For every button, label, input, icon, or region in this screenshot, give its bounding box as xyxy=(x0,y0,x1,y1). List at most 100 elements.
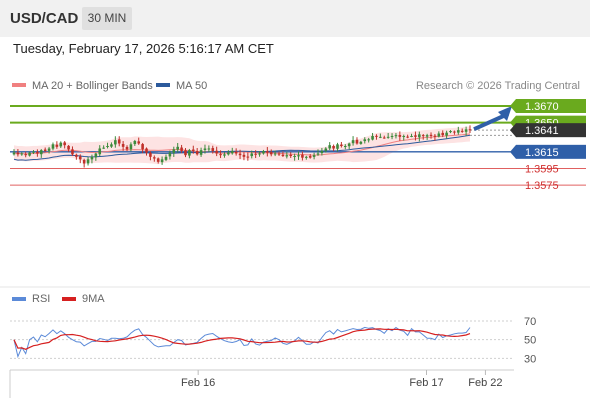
price-label-1.3595: 1.3595 xyxy=(525,163,559,175)
candle-body xyxy=(16,152,20,155)
candle-body xyxy=(457,130,460,133)
ma50-label: MA 50 xyxy=(176,80,208,92)
candle-body xyxy=(406,136,409,138)
candle-body xyxy=(32,151,35,153)
candle-body xyxy=(347,143,351,147)
candle-body xyxy=(262,150,265,154)
candle-body xyxy=(133,140,137,145)
candle-body xyxy=(242,154,246,157)
candle-body xyxy=(211,148,215,151)
candle-body xyxy=(359,141,363,144)
candle-body xyxy=(297,155,300,157)
candle-body xyxy=(379,136,382,138)
candle-body xyxy=(164,156,168,160)
candle-body xyxy=(289,154,293,156)
x-tick-label-0: Feb 16 xyxy=(181,377,215,389)
price-label-1.3641: 1.3641 xyxy=(525,125,559,137)
candle-body xyxy=(55,144,59,147)
candle-body xyxy=(238,153,242,156)
credit-text: Research © 2026 Trading Central xyxy=(415,80,580,92)
candle-body xyxy=(269,152,273,155)
x-tick-label-1: Feb 17 xyxy=(409,377,443,389)
candle-body xyxy=(75,154,78,157)
bollinger-area xyxy=(14,126,470,165)
candle-body xyxy=(425,135,429,137)
candle-body xyxy=(445,132,448,136)
rsi-legend-label: RSI xyxy=(32,293,50,305)
candle-body xyxy=(328,145,331,149)
candle-body xyxy=(398,135,402,137)
candle-body xyxy=(110,144,113,147)
candle-body xyxy=(343,145,347,147)
candle-body xyxy=(36,151,39,154)
timeframe-button[interactable]: 30 MIN xyxy=(82,7,132,30)
candle-body xyxy=(316,153,320,155)
candle-body xyxy=(227,152,230,155)
candle-body xyxy=(199,150,203,155)
candle-body xyxy=(234,151,238,154)
candle-body xyxy=(301,154,304,158)
candle-body xyxy=(188,150,191,156)
ma20-line xyxy=(13,133,471,156)
ma50-swatch xyxy=(156,83,170,88)
candle-body xyxy=(82,159,86,164)
candle-body xyxy=(63,142,66,146)
candle-body xyxy=(246,156,250,158)
candle-body xyxy=(230,150,234,154)
candle-body xyxy=(382,137,386,139)
candle-body xyxy=(86,159,90,164)
candle-body xyxy=(460,130,464,132)
candle-body xyxy=(184,150,187,156)
candle-body xyxy=(414,135,417,137)
candle-body xyxy=(258,153,261,155)
candle-body xyxy=(203,148,207,150)
candle-body xyxy=(106,145,109,147)
candle-body xyxy=(90,156,94,160)
candle-body xyxy=(94,153,98,158)
candle-body xyxy=(12,152,16,155)
ma50-line xyxy=(13,134,471,161)
candle-body xyxy=(223,154,226,156)
candle-body xyxy=(453,131,456,133)
candle-body xyxy=(168,152,172,157)
candle-body xyxy=(20,153,24,155)
candle-body xyxy=(71,149,74,155)
projection-arrow xyxy=(473,106,512,131)
rsi-panel: RSI 9MA 70 50 30 xyxy=(0,286,590,365)
candle-body xyxy=(145,148,148,153)
candle-body xyxy=(375,135,378,137)
candle-body xyxy=(394,135,398,137)
symbol-title: USD/CAD xyxy=(10,10,79,27)
candle-body xyxy=(305,156,308,158)
rsi-line xyxy=(13,326,471,359)
candle-body xyxy=(137,141,141,144)
price-label-pointer-1.3615 xyxy=(510,144,516,159)
price-label-box-1.3641 xyxy=(516,123,586,138)
candle-body xyxy=(324,148,328,151)
candle-body xyxy=(429,134,433,136)
candle-body xyxy=(39,150,43,155)
candle-body xyxy=(421,135,425,137)
candle-body xyxy=(254,153,257,155)
candle-body xyxy=(153,157,156,159)
candle-body xyxy=(320,150,324,154)
candle-body xyxy=(172,149,176,153)
candle-body xyxy=(114,140,117,145)
candle-body xyxy=(293,155,296,157)
price-label-pointer-1.3641 xyxy=(510,123,516,138)
arrow-shaft xyxy=(473,112,509,131)
rsi-swatch xyxy=(12,297,26,301)
candle-body xyxy=(308,156,312,158)
arrow-head xyxy=(498,106,512,121)
candle-body xyxy=(277,153,281,155)
candle-body xyxy=(312,155,316,157)
candle-body xyxy=(285,155,289,157)
price-label-1.3615: 1.3615 xyxy=(525,147,559,159)
candle-body xyxy=(141,144,144,150)
candle-body xyxy=(102,147,105,149)
candle-body xyxy=(441,132,445,136)
candle-body xyxy=(117,139,121,144)
legend-ma20: MA 20 + Bollinger Bands xyxy=(12,80,153,92)
x-tick-label-2: Feb 22 xyxy=(468,377,502,389)
